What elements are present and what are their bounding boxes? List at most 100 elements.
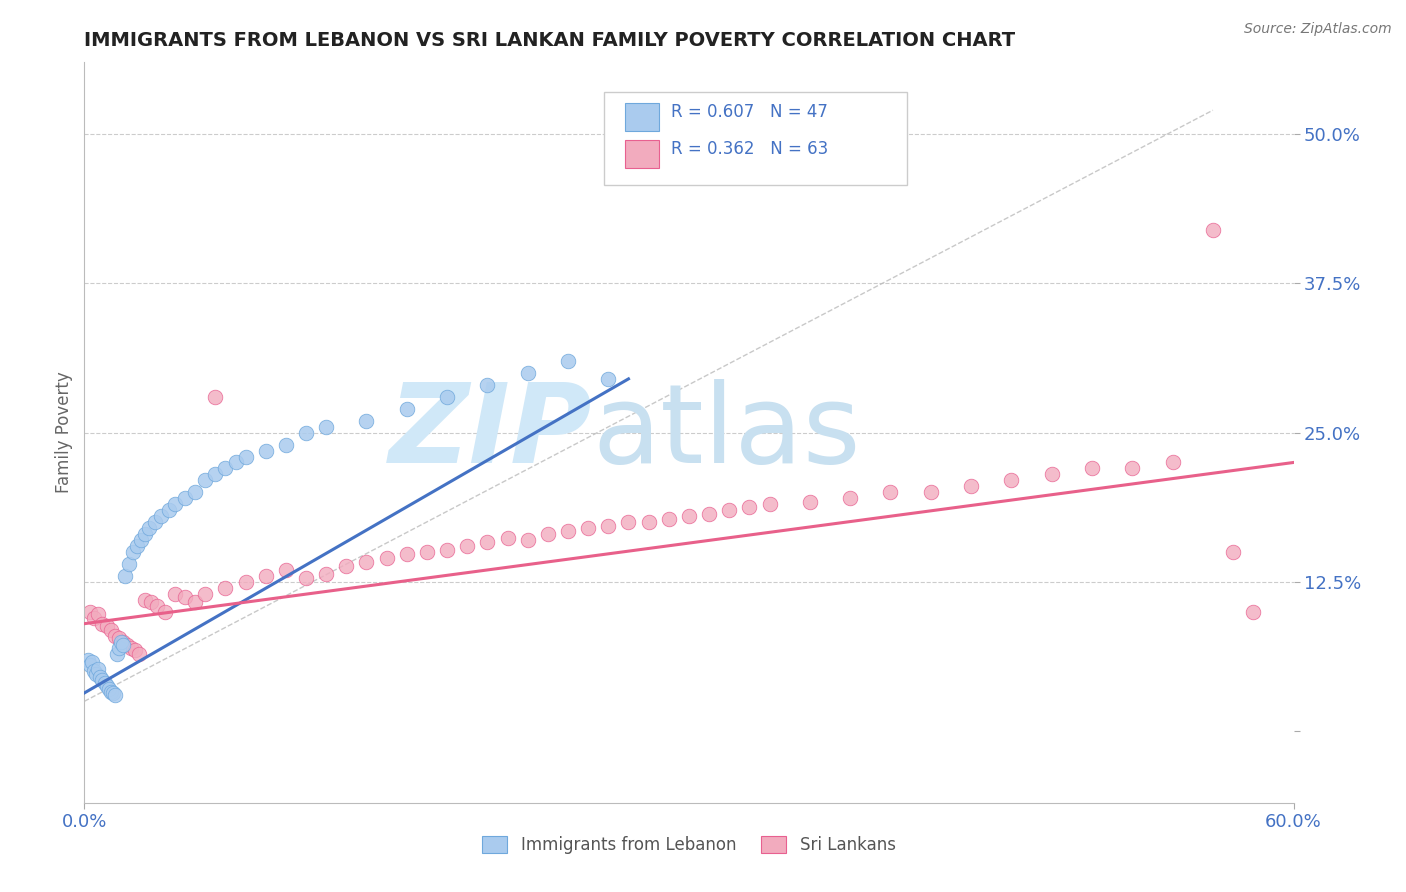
Point xyxy=(254,443,277,458)
Point xyxy=(637,515,659,529)
Point xyxy=(718,503,741,517)
Point xyxy=(174,591,197,605)
Point xyxy=(537,527,560,541)
Point xyxy=(118,557,141,571)
Point xyxy=(315,566,337,581)
Point xyxy=(104,629,127,643)
Point xyxy=(235,450,257,464)
Point xyxy=(576,521,599,535)
Point xyxy=(436,390,458,404)
Point xyxy=(184,485,207,500)
Point xyxy=(1161,455,1184,469)
Point xyxy=(79,605,101,619)
Point xyxy=(153,605,176,619)
Point xyxy=(87,662,110,676)
Point xyxy=(115,638,138,652)
Point xyxy=(139,595,162,609)
Point xyxy=(120,640,142,655)
Point xyxy=(335,559,357,574)
Point xyxy=(111,634,134,648)
Point xyxy=(254,569,277,583)
Point xyxy=(107,631,129,645)
Point xyxy=(456,539,478,553)
Point xyxy=(204,467,226,482)
Point xyxy=(83,665,105,679)
Point xyxy=(91,616,114,631)
Point xyxy=(1081,461,1104,475)
Point xyxy=(1000,474,1022,488)
Point xyxy=(143,515,166,529)
Point xyxy=(165,497,187,511)
Point xyxy=(114,569,136,583)
Point xyxy=(165,587,187,601)
Text: atlas: atlas xyxy=(592,379,860,486)
Point xyxy=(315,419,337,434)
Point xyxy=(598,518,620,533)
Text: ZIP: ZIP xyxy=(388,379,592,486)
Point xyxy=(356,555,378,569)
Point xyxy=(146,599,169,613)
Text: R = 0.362   N = 63: R = 0.362 N = 63 xyxy=(671,140,828,158)
Point xyxy=(516,366,538,380)
Point xyxy=(100,623,122,637)
Point xyxy=(375,551,398,566)
Point xyxy=(395,548,418,562)
Point xyxy=(235,574,257,589)
Point xyxy=(1040,467,1063,482)
Text: R = 0.607   N = 47: R = 0.607 N = 47 xyxy=(671,103,828,121)
Point xyxy=(920,485,942,500)
Point xyxy=(960,479,983,493)
Point xyxy=(83,611,105,625)
Point xyxy=(86,666,108,681)
Point xyxy=(1241,605,1264,619)
Text: Source: ZipAtlas.com: Source: ZipAtlas.com xyxy=(1244,22,1392,37)
Point xyxy=(111,638,134,652)
Point xyxy=(184,595,207,609)
Point xyxy=(134,527,156,541)
Point xyxy=(125,539,148,553)
Point xyxy=(89,670,111,684)
Point xyxy=(157,503,180,517)
Point xyxy=(124,643,146,657)
Point xyxy=(93,676,115,690)
Point xyxy=(100,685,122,699)
Point xyxy=(174,491,197,506)
Point xyxy=(87,607,110,621)
Point xyxy=(104,689,127,703)
Point xyxy=(97,682,120,697)
Bar xyxy=(624,103,659,131)
Point xyxy=(274,437,297,451)
Point xyxy=(395,401,418,416)
Point xyxy=(101,686,124,700)
Point xyxy=(516,533,538,547)
Point xyxy=(129,533,152,547)
Text: IMMIGRANTS FROM LEBANON VS SRI LANKAN FAMILY POVERTY CORRELATION CHART: IMMIGRANTS FROM LEBANON VS SRI LANKAN FA… xyxy=(84,30,1015,50)
Point xyxy=(121,545,143,559)
Point xyxy=(107,640,129,655)
Point xyxy=(214,581,236,595)
Point xyxy=(79,658,101,673)
Point xyxy=(274,563,297,577)
Point xyxy=(477,535,499,549)
Point xyxy=(110,634,132,648)
Point xyxy=(295,425,318,440)
Point xyxy=(128,647,150,661)
Point xyxy=(105,647,128,661)
Point xyxy=(738,500,761,514)
Point xyxy=(879,485,901,500)
Point xyxy=(658,511,681,525)
Point xyxy=(1222,545,1244,559)
Point xyxy=(839,491,862,506)
Point xyxy=(557,354,579,368)
Point xyxy=(496,531,519,545)
Point xyxy=(758,497,780,511)
Point xyxy=(91,673,114,687)
Point xyxy=(617,515,640,529)
Point xyxy=(96,619,118,633)
Point xyxy=(436,542,458,557)
Point xyxy=(194,587,217,601)
FancyBboxPatch shape xyxy=(605,92,907,185)
Point xyxy=(138,521,160,535)
Y-axis label: Family Poverty: Family Poverty xyxy=(55,372,73,493)
Point xyxy=(477,377,499,392)
